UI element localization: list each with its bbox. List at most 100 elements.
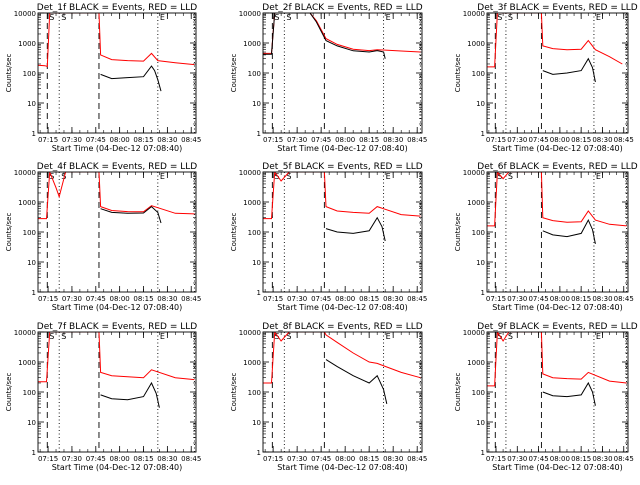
marker-label: S — [274, 332, 279, 341]
series-line-lld — [263, 332, 421, 384]
x-tick-label: 07:30 — [507, 295, 527, 303]
x-tick-label: 07:45 — [311, 295, 331, 303]
y-tick-label: 10 — [27, 100, 36, 108]
panel-title: Det_4f BLACK = Events, RED = LLD — [37, 162, 197, 172]
x-tick-label: 08:00 — [110, 295, 130, 303]
panel-2: Det_2f BLACK = Events, RED = LLD Counts/s… — [230, 3, 427, 153]
panel-title: Det_7f BLACK = Events, RED = LLD — [37, 322, 197, 332]
y-tick-label: 1000 — [18, 359, 36, 367]
x-tick-label: 08:45 — [181, 455, 201, 463]
plot-frame — [262, 331, 423, 453]
y-tick-label: 10 — [476, 259, 485, 267]
y-tick-label: 10000 — [239, 329, 261, 337]
x-tick-label: 07:15 — [486, 455, 506, 463]
marker-label: S — [286, 172, 291, 181]
x-tick-label: 08:00 — [335, 295, 355, 303]
y-tick-label: 1 — [257, 449, 261, 457]
x-tick-label: 08:45 — [614, 295, 634, 303]
y-axis-label: Counts/sec — [230, 54, 238, 93]
y-tick-label: 100 — [248, 70, 261, 78]
x-tick-label: 08:00 — [110, 136, 130, 144]
x-tick-label: 08:15 — [359, 295, 379, 303]
series-line-lld — [263, 172, 421, 220]
x-tick-label: 07:30 — [62, 295, 82, 303]
y-tick-label: 1 — [32, 130, 36, 138]
plot-frame — [486, 12, 629, 134]
x-tick-label: 07:45 — [528, 455, 548, 463]
x-axis-label: Start Time (04-Dec-12 07:08:40) — [52, 463, 183, 472]
series-line-events — [100, 65, 162, 92]
y-tick-label: 10 — [27, 419, 36, 427]
x-tick-label: 08:00 — [550, 455, 570, 463]
x-tick-label: 07:30 — [507, 455, 527, 463]
y-tick-label: 1000 — [243, 40, 261, 48]
panel-title: Det_2f BLACK = Events, RED = LLD — [262, 3, 422, 13]
x-tick-label: 08:00 — [550, 136, 570, 144]
y-tick-label: 10 — [252, 100, 261, 108]
plot-frame — [262, 171, 423, 293]
y-tick-label: 1000 — [467, 359, 485, 367]
marker-label: E — [386, 172, 391, 181]
y-tick-label: 10000 — [239, 169, 261, 177]
x-tick-label: 07:45 — [86, 455, 106, 463]
y-tick-label: 10000 — [239, 10, 261, 18]
x-tick-label: 08:15 — [571, 136, 591, 144]
x-tick-label: 08:30 — [157, 136, 177, 144]
marker-label: E — [596, 332, 601, 341]
x-tick-label: 07:45 — [528, 136, 548, 144]
marker-label: E — [386, 332, 391, 341]
y-tick-label: 1000 — [243, 359, 261, 367]
y-tick-label: 1000 — [467, 199, 485, 207]
x-tick-label: 08:15 — [133, 455, 153, 463]
y-tick-label: 10 — [476, 100, 485, 108]
x-tick-label: 07:15 — [486, 136, 506, 144]
marker-label: S — [497, 172, 502, 181]
y-tick-label: 100 — [23, 229, 36, 237]
x-tick-label: 07:15 — [38, 455, 58, 463]
marker-label: S — [508, 172, 513, 181]
x-tick-label: 08:45 — [407, 295, 427, 303]
y-tick-label: 10 — [252, 419, 261, 427]
y-tick-label: 100 — [248, 229, 261, 237]
marker-label: S — [274, 172, 279, 181]
marker-label: E — [160, 13, 165, 22]
x-tick-label: 07:30 — [507, 136, 527, 144]
x-tick-label: 08:45 — [181, 136, 201, 144]
y-tick-label: 1 — [481, 289, 485, 297]
y-tick-label: 1 — [257, 289, 261, 297]
marker-label: S — [61, 13, 66, 22]
series-line-lld — [38, 172, 195, 220]
plot-frame — [486, 331, 629, 453]
x-tick-label: 08:00 — [335, 136, 355, 144]
panel-9: Det_9f BLACK = Events, RED = LLD Counts/s… — [454, 322, 638, 472]
marker-label: S — [61, 332, 66, 341]
y-axis-label: Counts/sec — [454, 373, 462, 412]
marker-label: S — [49, 13, 54, 22]
x-axis-label: Start Time (04-Dec-12 07:08:40) — [52, 303, 183, 312]
x-tick-label: 08:45 — [407, 136, 427, 144]
marker-label: S — [274, 13, 279, 22]
series-line-events — [100, 381, 160, 408]
y-tick-label: 1 — [32, 289, 36, 297]
y-tick-label: 10000 — [14, 329, 36, 337]
y-tick-label: 100 — [472, 229, 485, 237]
y-tick-label: 1 — [481, 130, 485, 138]
x-tick-label: 08:15 — [571, 455, 591, 463]
panel-title: Det_1f BLACK = Events, RED = LLD — [37, 3, 197, 13]
panel-5: Det_5f BLACK = Events, RED = LLD Counts/s… — [230, 162, 427, 312]
marker-label: S — [508, 13, 513, 22]
x-axis-label: Start Time (04-Dec-12 07:08:40) — [277, 144, 408, 153]
series-line-events — [542, 57, 596, 83]
plot-frame — [37, 12, 197, 134]
y-tick-label: 100 — [23, 70, 36, 78]
marker-label: E — [160, 172, 165, 181]
panel-title: Det_3f BLACK = Events, RED = LLD — [477, 3, 637, 13]
panel-3: Det_3f BLACK = Events, RED = LLD Counts/s… — [454, 3, 638, 153]
series-line-lld — [487, 172, 627, 227]
x-tick-label: 08:45 — [407, 455, 427, 463]
y-tick-label: 1 — [481, 449, 485, 457]
series-line-lld — [487, 13, 623, 68]
y-tick-label: 1000 — [18, 199, 36, 207]
y-tick-label: 10000 — [14, 10, 36, 18]
